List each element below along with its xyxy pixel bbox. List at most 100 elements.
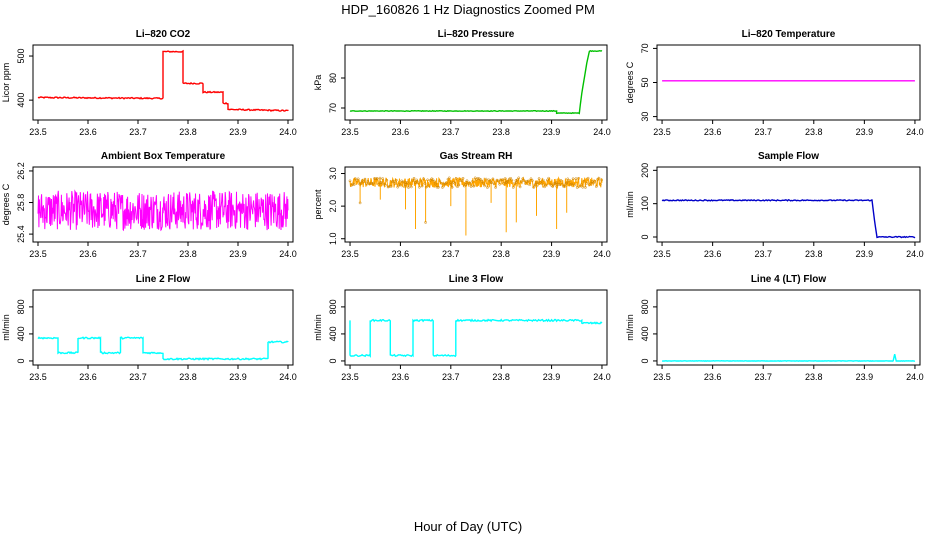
data-point xyxy=(524,182,527,185)
y-tick-label: 800 xyxy=(640,299,650,314)
data-point xyxy=(517,176,521,180)
x-tick-label: 23.7 xyxy=(129,372,147,382)
y-tick-label: 70 xyxy=(640,43,650,53)
data-point xyxy=(420,184,424,188)
panel-6: Sample Flow ml/min 23.5 23.6 23.7 23.8 23.9 24.… xyxy=(625,151,924,259)
data-point xyxy=(458,179,462,182)
data-point xyxy=(579,183,583,187)
data-point xyxy=(358,182,361,186)
plot-frame xyxy=(656,166,921,243)
y-tick-label: 0 xyxy=(16,358,26,363)
data-point xyxy=(394,178,398,182)
panel-title: Gas Stream RH xyxy=(440,151,513,162)
data-point xyxy=(544,183,548,187)
y-axis-label: ml/min xyxy=(625,314,635,341)
y-tick-label: 25.4 xyxy=(16,225,26,243)
data-point xyxy=(541,178,545,182)
data-point xyxy=(422,177,425,181)
data-point xyxy=(584,186,587,189)
y-tick-label: 400 xyxy=(640,326,650,341)
y-tick-label: 800 xyxy=(16,299,26,314)
x-tick-label: 23.8 xyxy=(805,372,823,382)
data-point xyxy=(370,182,374,185)
data-point xyxy=(465,179,469,183)
data-point xyxy=(447,176,451,180)
data-point xyxy=(600,178,604,182)
data-point xyxy=(350,184,353,187)
data-point xyxy=(555,181,558,185)
data-point xyxy=(503,177,507,181)
data-point xyxy=(457,183,461,187)
data-point xyxy=(371,181,375,185)
x-tick-label: 23.6 xyxy=(704,372,722,382)
data-point xyxy=(511,186,515,189)
data-point xyxy=(431,178,435,182)
data-point xyxy=(408,183,412,187)
data-point xyxy=(574,177,578,181)
data-point xyxy=(428,179,432,182)
y-axis-label: ml/min xyxy=(625,191,635,218)
data-line xyxy=(349,49,603,115)
panel-title: Sample Flow xyxy=(758,151,819,162)
data-point xyxy=(385,178,389,182)
data-point xyxy=(543,185,546,189)
data-point xyxy=(528,183,531,187)
data-point xyxy=(563,184,567,188)
y-tick-label: 2.0 xyxy=(328,200,338,213)
y-tick-label: 25.8 xyxy=(16,194,26,212)
data-point xyxy=(460,179,463,183)
y-axis-label: degrees C xyxy=(1,183,11,225)
data-point xyxy=(545,178,549,182)
x-tick-label: 23.9 xyxy=(543,372,561,382)
plot-frame xyxy=(32,44,294,121)
data-point xyxy=(438,179,442,183)
data-point xyxy=(468,182,472,185)
data-point xyxy=(535,181,538,185)
y-tick-label: 50 xyxy=(640,77,650,87)
plot-frame xyxy=(344,166,608,243)
x-tick-label: 23.6 xyxy=(392,249,410,259)
data-point xyxy=(472,184,476,188)
x-tick-label: 23.6 xyxy=(79,127,97,137)
data-point xyxy=(588,183,591,187)
data-point xyxy=(491,177,495,181)
y-tick-label: 100 xyxy=(640,196,650,211)
data-point xyxy=(471,180,474,183)
data-point xyxy=(392,180,395,183)
plot-frame xyxy=(656,44,921,121)
data-point xyxy=(441,186,444,189)
data-point xyxy=(516,178,519,182)
data-point xyxy=(366,179,370,183)
data-point xyxy=(526,179,530,183)
y-axis-label: Licor ppm xyxy=(1,63,11,103)
data-point xyxy=(450,185,454,189)
panel-title: Line 3 Flow xyxy=(449,274,504,285)
x-tick-label: 23.8 xyxy=(492,249,510,259)
data-point xyxy=(469,185,473,188)
y-axis-label: degrees C xyxy=(625,61,635,103)
data-point xyxy=(426,178,429,182)
data-point xyxy=(532,186,536,189)
data-point xyxy=(401,180,405,184)
x-tick-label: 23.6 xyxy=(79,372,97,382)
data-line xyxy=(661,199,916,239)
x-tick-label: 23.7 xyxy=(442,249,460,259)
x-tick-label: 23.7 xyxy=(754,372,772,382)
data-line xyxy=(37,336,289,361)
data-point xyxy=(559,178,563,182)
data-point xyxy=(585,182,589,185)
data-point xyxy=(362,180,365,184)
panel-7: Line 2 Flow ml/min 23.5 23.6 23.7 23.8 23.9 24.… xyxy=(1,274,297,382)
panel-9: Line 4 (LT) Flow ml/min 23.5 23.6 23.7 23.8 23… xyxy=(625,274,924,382)
data-point xyxy=(418,185,421,189)
data-point xyxy=(449,181,453,185)
data-point xyxy=(476,176,480,180)
data-point xyxy=(396,185,400,189)
data-point xyxy=(377,182,380,186)
data-point xyxy=(530,179,534,182)
data-point xyxy=(435,185,439,189)
data-point xyxy=(403,185,406,189)
x-tick-label: 23.9 xyxy=(856,127,874,137)
panel-title: Li–820 Pressure xyxy=(438,29,515,40)
